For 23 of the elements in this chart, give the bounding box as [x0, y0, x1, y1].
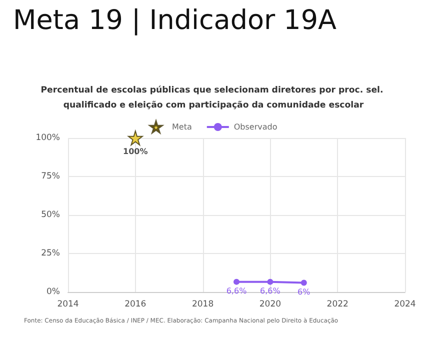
legend-label: Meta [172, 122, 192, 132]
point [300, 280, 307, 286]
data-label: 100% [123, 147, 148, 156]
x-tick-label: 2018 [192, 300, 214, 310]
data-label: 6% [298, 287, 311, 296]
chart-subtitle: Percentual de escolas públicas que selecionam diretores por proc. sel. qualificado e eleição com participação da comunidade escolar [40, 86, 386, 110]
data-label: 6,6% [260, 286, 281, 296]
x-tick-label: 2016 [124, 300, 146, 310]
point [128, 130, 143, 146]
chart-title: Meta 19 | Indicador 19A [13, 5, 338, 36]
point [234, 278, 240, 285]
x-tick-label: 2014 [57, 300, 79, 310]
y-tick-label: 100% [36, 133, 60, 143]
y-tick-label: 50% [41, 210, 60, 220]
y-tick-label: 0% [46, 287, 60, 297]
data-label: 6,6% [226, 286, 248, 296]
point [267, 278, 274, 285]
x-tick-label: 2022 [326, 300, 348, 310]
x-tick-label: 2024 [394, 300, 416, 310]
legend-label: Observado [234, 122, 278, 132]
y-tick-label: 25% [41, 248, 60, 258]
x-tick-label: 2020 [259, 300, 282, 310]
y-tick-label: 75% [41, 172, 60, 182]
